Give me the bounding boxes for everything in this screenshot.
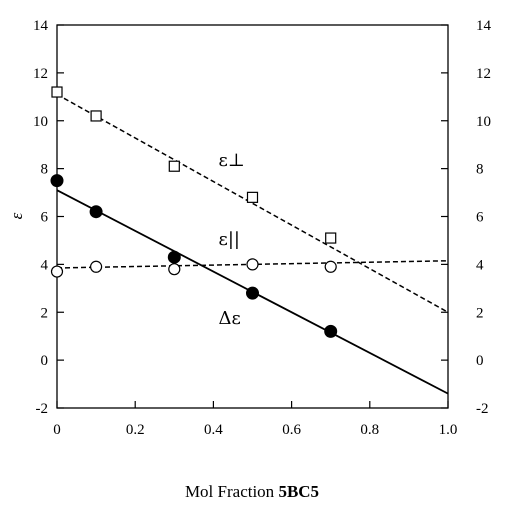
x-axis-title-text: Mol Fraction [185,482,279,501]
series-label: ε⊥ [219,150,245,171]
y-tick-label-left: -2 [36,401,49,417]
x-tick-label: 0.6 [282,422,301,438]
tick-labels: 0 0.2 0.4 0.6 0.8 1.0-202468101214-2024681012… [33,18,492,438]
plot-frame [56,24,449,409]
series-label: ε|| [219,229,240,250]
y-tick-label-right: 2 [476,305,484,321]
y-tick-label-right: 0 [476,353,484,369]
point-square [168,160,180,172]
point-filled-circle [324,324,338,338]
point-open-circle [246,258,259,271]
point-square [90,110,102,122]
y-tick-label-right: 4 [476,257,484,273]
y-tick-label-right: 8 [476,162,484,178]
point-filled-circle [167,250,181,264]
y-tick-label-left: 14 [33,18,49,34]
y-tick-label-left: 6 [41,210,49,226]
y-tick-label-left: 4 [41,257,49,273]
point-square [325,232,337,244]
y-tick-label-right: -2 [476,401,489,417]
fit-lines [56,93,449,395]
x-tick-label: 1.0 [439,422,458,438]
point-square [51,86,63,98]
point-filled-circle [89,205,103,219]
x-tick-label: 0.2 [126,422,145,438]
point-square [246,191,259,203]
y-axis-title: ε [7,212,26,219]
y-tick-label-right: 14 [476,18,492,34]
x-tick-label: 0.8 [360,422,379,438]
y-tick-label-left: 12 [33,66,48,82]
y-tick-label-right: 6 [476,210,484,226]
x-axis-title: Mol Fraction 5BC5 [185,482,319,501]
fit-line-0 [56,93,449,313]
x-axis-title-bold: 5BC5 [278,482,319,501]
y-tick-label-left: 0 [41,353,49,369]
x-tick-label: 0 [53,422,61,438]
point-filled-circle [50,174,64,188]
x-tick-label: 0.4 [204,422,223,438]
point-open-circle [50,265,64,278]
point-open-circle [168,263,181,276]
tick-marks [56,24,449,409]
y-tick-label-right: 12 [476,66,491,82]
point-open-circle [89,260,103,273]
y-tick-label-left: 2 [41,305,49,321]
y-tick-label-right: 10 [476,114,491,130]
y-tick-label-left: 10 [33,114,48,130]
data-points [50,86,338,338]
series-labels: ε⊥ ε|| Δε [219,150,245,329]
point-open-circle [324,260,337,273]
series-label: Δε [219,308,241,329]
point-filled-circle [246,286,259,300]
y-tick-label-left: 8 [41,162,49,178]
